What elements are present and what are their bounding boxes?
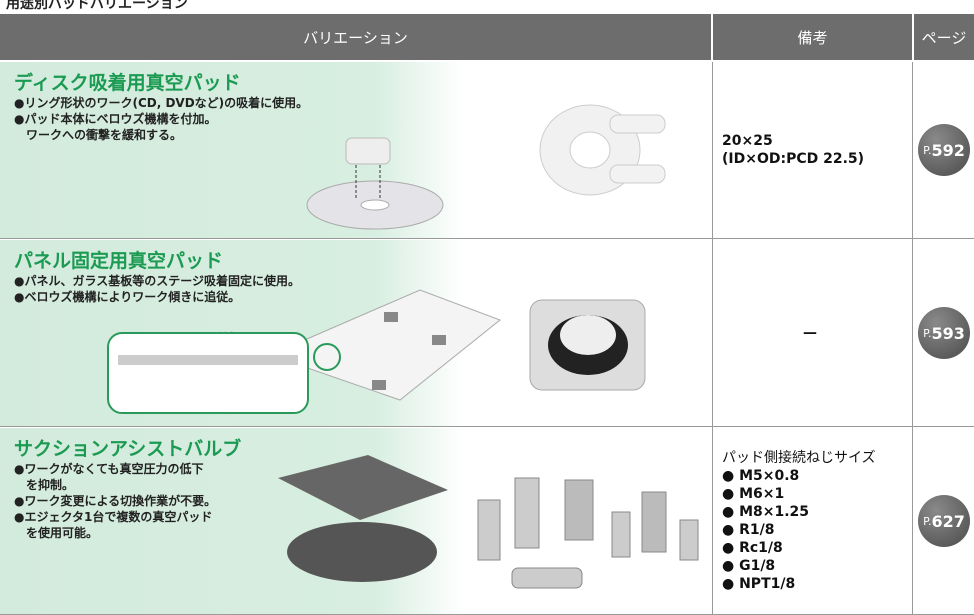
note-line: ● M6×1 — [722, 486, 785, 502]
bullet-line: を使用可能。 — [14, 526, 99, 540]
row-divider — [0, 238, 974, 239]
page-badge: P. 592 — [918, 124, 970, 176]
col-header: ページ — [914, 14, 974, 60]
note-line: (ID×OD:PCD 22.5) — [722, 151, 865, 167]
bullet-line: を抑制。 — [14, 478, 75, 492]
note-line: ● Rc1/8 — [722, 540, 783, 556]
bullet-line: ●ワークがなくても真空圧力の低下 — [14, 462, 204, 476]
bullet-line: ●リング形状のワーク(CD, DVDなど)の吸着に使用。 — [14, 96, 309, 110]
bullet-line: ●パッド本体にベロウズ機構を付加。 — [14, 112, 217, 126]
note-line: ● R1/8 — [722, 522, 775, 538]
row-title: サクションアシストバルブ — [14, 438, 242, 460]
note-line: パッド側接続ねじサイズ — [722, 450, 876, 466]
note-line: — — [803, 325, 817, 341]
row-title: パネル固定用真空パッド — [14, 250, 224, 272]
page-number: 627 — [931, 511, 965, 531]
page-badge: P. 627 — [918, 495, 970, 547]
note-line: ● M8×1.25 — [722, 504, 810, 520]
inset-label: ガラス基板 — [175, 332, 244, 348]
page-number: 592 — [931, 140, 965, 160]
bullet-line: ●ベロウズ機構によりワーク傾きに追従。 — [14, 290, 241, 304]
page-number: 593 — [931, 323, 965, 343]
col-header: バリエーション — [0, 14, 711, 60]
page-badge: P. 593 — [918, 307, 970, 359]
note-line: ● NPT1/8 — [722, 576, 796, 592]
note-line: ● M5×0.8 — [722, 468, 800, 484]
bullet-line: ●ワーク変更による切換作業が不要。 — [14, 494, 217, 508]
note-line: ● G1/8 — [722, 558, 776, 574]
page-prefix: P. — [923, 326, 932, 340]
col-divider — [712, 62, 713, 614]
col-header: 備考 — [713, 14, 912, 60]
bullet-line: ●パネル、ガラス基板等のステージ吸着固定に使用。 — [14, 274, 300, 288]
row-title: ディスク吸着用真空パッド — [14, 72, 241, 94]
bullet-line: ワークへの衝撃を緩和する。 — [14, 128, 183, 142]
row-divider — [0, 426, 974, 427]
page-title: 用途別パッドバリエーション — [6, 0, 188, 12]
page-prefix: P. — [923, 143, 932, 157]
page-prefix: P. — [923, 514, 932, 528]
note-line: 20×25 — [722, 133, 773, 149]
col-divider — [912, 62, 913, 614]
bullet-line: ●エジェクタ1台で複数の真空パッド — [14, 510, 213, 524]
